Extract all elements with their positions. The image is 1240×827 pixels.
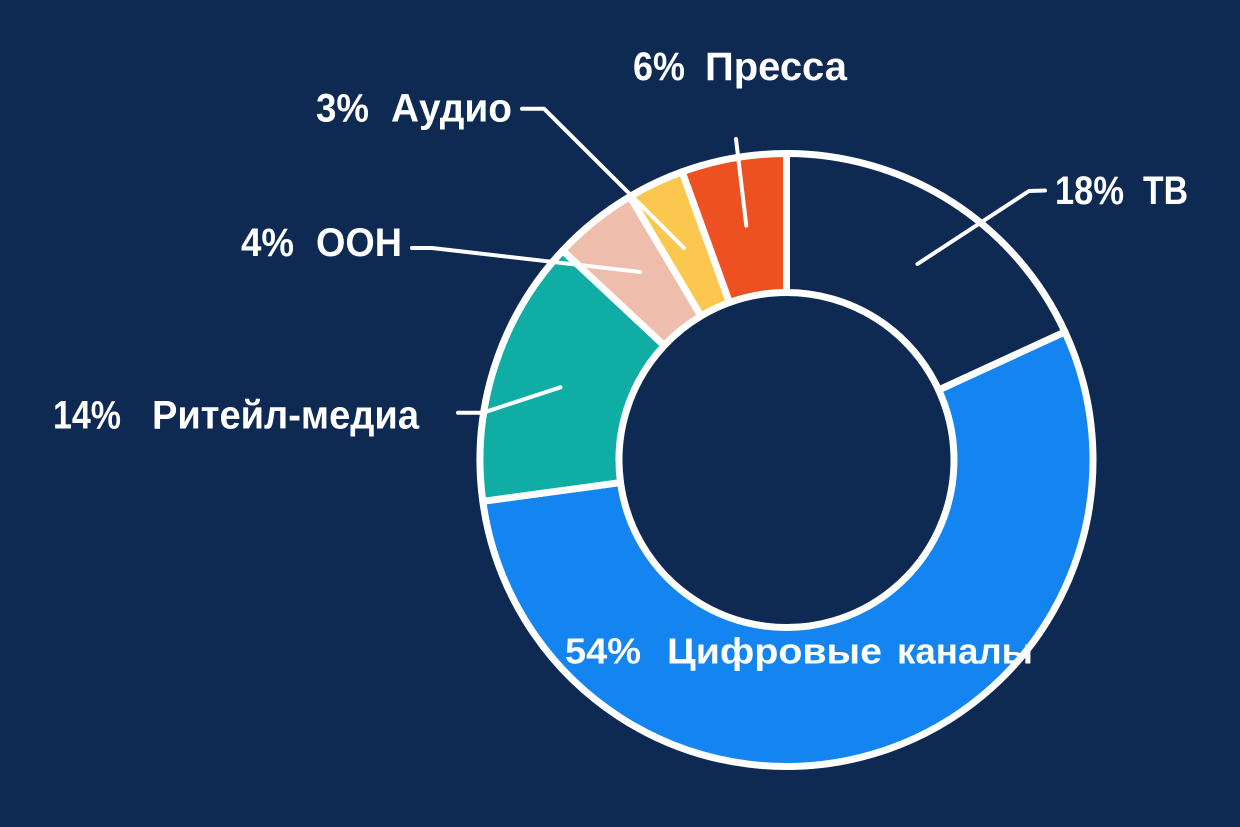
svg-text:6%: 6% (633, 45, 685, 89)
svg-text:ТВ: ТВ (1143, 169, 1188, 213)
svg-text:Ритейл-медиа: Ритейл-медиа (152, 394, 420, 438)
svg-text:Пресса: Пресса (705, 45, 848, 89)
svg-text:3%: 3% (316, 87, 369, 131)
svg-text:14%: 14% (53, 394, 121, 438)
svg-text:54%: 54% (565, 631, 641, 672)
svg-text:18%: 18% (1055, 169, 1124, 213)
svg-text:Аудио: Аудио (391, 87, 512, 131)
svg-text:Цифровые: Цифровые (667, 631, 882, 672)
svg-text:4%: 4% (241, 221, 294, 265)
svg-text:OOH: OOH (316, 221, 402, 265)
svg-text:каналы: каналы (897, 631, 1033, 672)
